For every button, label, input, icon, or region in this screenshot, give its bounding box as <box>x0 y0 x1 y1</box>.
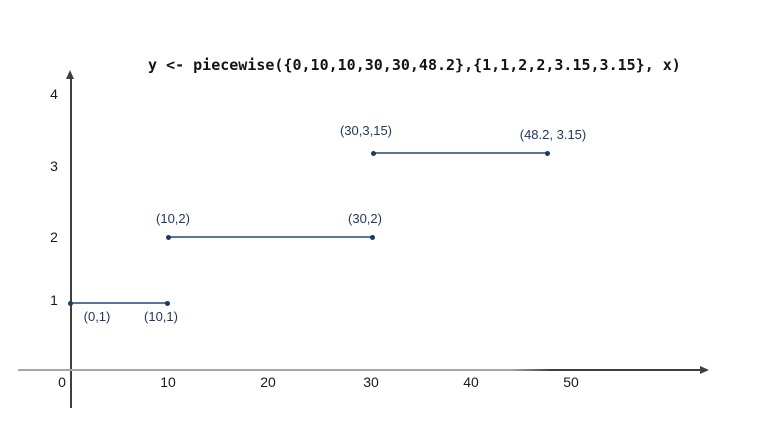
y-tick-label-4: 4 <box>50 86 58 102</box>
point-label-30-2: (30,2) <box>348 211 382 226</box>
y-tick-label-1: 1 <box>50 292 58 308</box>
x-tick-label-10: 10 <box>160 374 176 390</box>
y-axis-line <box>70 78 72 408</box>
segment-line-3 <box>373 152 547 154</box>
plot-title: y <- piecewise({0,10,10,30,30,48.2},{1,1… <box>148 56 681 74</box>
y-tick-label-2: 2 <box>50 229 58 245</box>
point-label-10-2: (10,2) <box>156 211 190 226</box>
x-tick-label-30: 30 <box>363 374 379 390</box>
segment-line-1 <box>70 302 167 304</box>
data-point-48.2-3.15 <box>544 150 550 156</box>
data-point-30-3.15 <box>370 150 376 156</box>
x-tick-label-20: 20 <box>260 374 276 390</box>
x-tick-label-40: 40 <box>463 374 479 390</box>
point-label-0-1: (0,1) <box>83 309 111 324</box>
x-axis-arrow-icon <box>700 365 709 374</box>
x-axis-line <box>18 369 702 371</box>
data-point-0-1 <box>67 300 73 306</box>
data-point-10-1 <box>164 300 170 306</box>
x-tick-label-50: 50 <box>563 374 579 390</box>
data-point-10-2 <box>165 234 171 240</box>
point-label-10-1: (10,1) <box>144 309 178 324</box>
data-point-30-2 <box>369 234 375 240</box>
segment-line-2 <box>168 236 372 238</box>
x-tick-label-0: 0 <box>58 374 66 390</box>
point-label-48.2-3.15: (48.2, 3.15) <box>519 127 587 142</box>
point-label-30-3.15: (30,3,15) <box>339 123 393 138</box>
y-axis-arrow-icon <box>66 70 74 79</box>
y-tick-label-3: 3 <box>50 158 58 174</box>
